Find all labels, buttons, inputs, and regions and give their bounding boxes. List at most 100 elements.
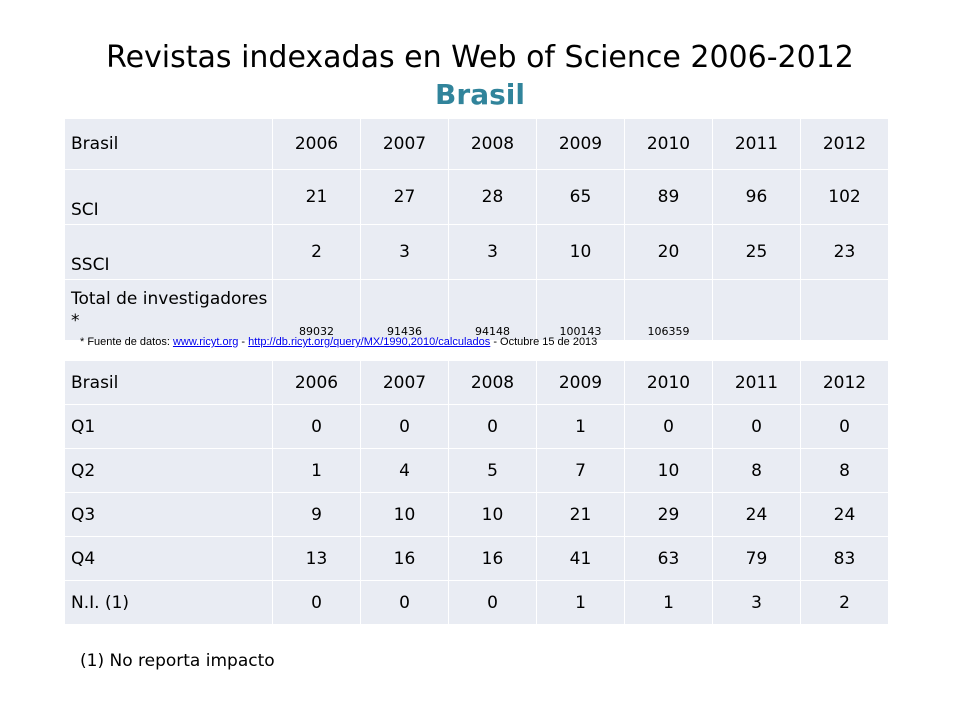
table-cell: 0 [448,580,537,625]
row-label: SCI [64,169,273,225]
table-header-row: Brasil 2006 2007 2008 2009 2010 2011 201… [64,118,889,170]
table-cell: 96 [712,169,801,225]
header-cell: 2011 [712,118,801,170]
table-cell: 23 [800,224,889,280]
header-cell: 2006 [272,118,361,170]
table-cell: 3 [448,224,537,280]
table-cell: 1 [624,580,713,625]
table-cell: 27 [360,169,449,225]
table-cell: 10 [448,492,537,537]
table-cell: 21 [536,492,625,537]
footnote: (1) No reporta impacto [80,651,275,671]
table-cell: 10 [536,224,625,280]
table-row: SCI 21 27 28 65 89 96 102 [64,169,889,225]
header-cell: 2009 [536,118,625,170]
header-cell: 2008 [448,118,537,170]
header-cell: 2007 [360,118,449,170]
table-cell: 106359 [624,279,713,341]
table-cell: 3 [360,224,449,280]
header-cell: 2012 [800,118,889,170]
row-label: SSCI [64,224,273,280]
ricyt-query-link[interactable]: http://db.ricyt.org/query/MX/1990,2010/c… [248,336,491,348]
table-cell: 2 [272,224,361,280]
table-cell: 0 [624,404,713,449]
table-cell: 65 [536,169,625,225]
table-cell: 0 [272,580,361,625]
table-cell: 0 [800,404,889,449]
table-cell: 3 [712,580,801,625]
table-cell: 89032 [272,279,361,341]
table-cell: 16 [360,536,449,581]
table-cell: 0 [360,404,449,449]
header-cell: Brasil [64,360,273,405]
table-cell: 16 [448,536,537,581]
table-row: Total de investigadores * 89032 91436 94… [64,279,889,341]
table-cell: 8 [712,448,801,493]
header-cell: 2010 [624,118,713,170]
table-header-row: Brasil 2006 2007 2008 2009 2010 2011 201… [64,360,889,405]
table-row: N.I. (1) 0 0 0 1 1 3 2 [64,580,889,625]
table-cell: 24 [800,492,889,537]
header-cell: 2007 [360,360,449,405]
row-label: Q4 [64,536,273,581]
table-cell: 89 [624,169,713,225]
ricyt-link[interactable]: www.ricyt.org [172,336,239,348]
header-cell: 2009 [536,360,625,405]
slide-title: Revistas indexadas en Web of Science 200… [106,40,854,75]
table-cell: 63 [624,536,713,581]
header-cell: 2008 [448,360,537,405]
slide-subtitle: Brasil [435,78,525,111]
row-label: N.I. (1) [64,580,273,625]
table-cell: 8 [800,448,889,493]
source-note-date: - Octubre 15 de 2013 [490,336,598,348]
header-cell: 2011 [712,360,801,405]
table-cell: 79 [712,536,801,581]
table-cell: 21 [272,169,361,225]
table-cell: 4 [360,448,449,493]
table-row: Q3 9 10 10 21 29 24 24 [64,492,889,537]
table-cell: 13 [272,536,361,581]
table-cell: 0 [272,404,361,449]
row-label: Q2 [64,448,273,493]
header-cell: 2010 [624,360,713,405]
table-row: Q2 1 4 5 7 10 8 8 [64,448,889,493]
table-cell: 10 [624,448,713,493]
table-cell: 10 [360,492,449,537]
table-row: Q4 13 16 16 41 63 79 83 [64,536,889,581]
table-cell: 20 [624,224,713,280]
quartile-table: Brasil 2006 2007 2008 2009 2010 2011 201… [64,360,889,625]
table-cell: 0 [448,404,537,449]
journals-researchers-table: Brasil 2006 2007 2008 2009 2010 2011 201… [64,118,889,341]
table-cell: 29 [624,492,713,537]
table-cell: 1 [272,448,361,493]
table-cell: 100143 [536,279,625,341]
table-cell: 1 [536,580,625,625]
source-note-prefix: * Fuente de datos: [80,336,173,348]
table-cell: 28 [448,169,537,225]
table-cell: 7 [536,448,625,493]
table-cell: 24 [712,492,801,537]
table-cell: 0 [712,404,801,449]
table-cell [712,279,801,341]
table-cell: 41 [536,536,625,581]
header-cell: Brasil [64,118,273,170]
table-cell: 102 [800,169,889,225]
row-label: Q3 [64,492,273,537]
table-cell: 5 [448,448,537,493]
table-cell: 1 [536,404,625,449]
table-cell: 2 [800,580,889,625]
table-cell: 83 [800,536,889,581]
source-note: * Fuente de datos: www.ricyt.org - http:… [80,336,597,348]
table-cell: 25 [712,224,801,280]
table-cell: 0 [360,580,449,625]
table-cell: 9 [272,492,361,537]
table-cell [800,279,889,341]
table-row: Q1 0 0 0 1 0 0 0 [64,404,889,449]
table-cell: 91436 [360,279,449,341]
row-label: Q1 [64,404,273,449]
header-cell: 2012 [800,360,889,405]
table-row: SSCI 2 3 3 10 20 25 23 [64,224,889,280]
header-cell: 2006 [272,360,361,405]
source-note-separator: - [238,336,249,348]
row-label: Total de investigadores * [64,279,273,341]
